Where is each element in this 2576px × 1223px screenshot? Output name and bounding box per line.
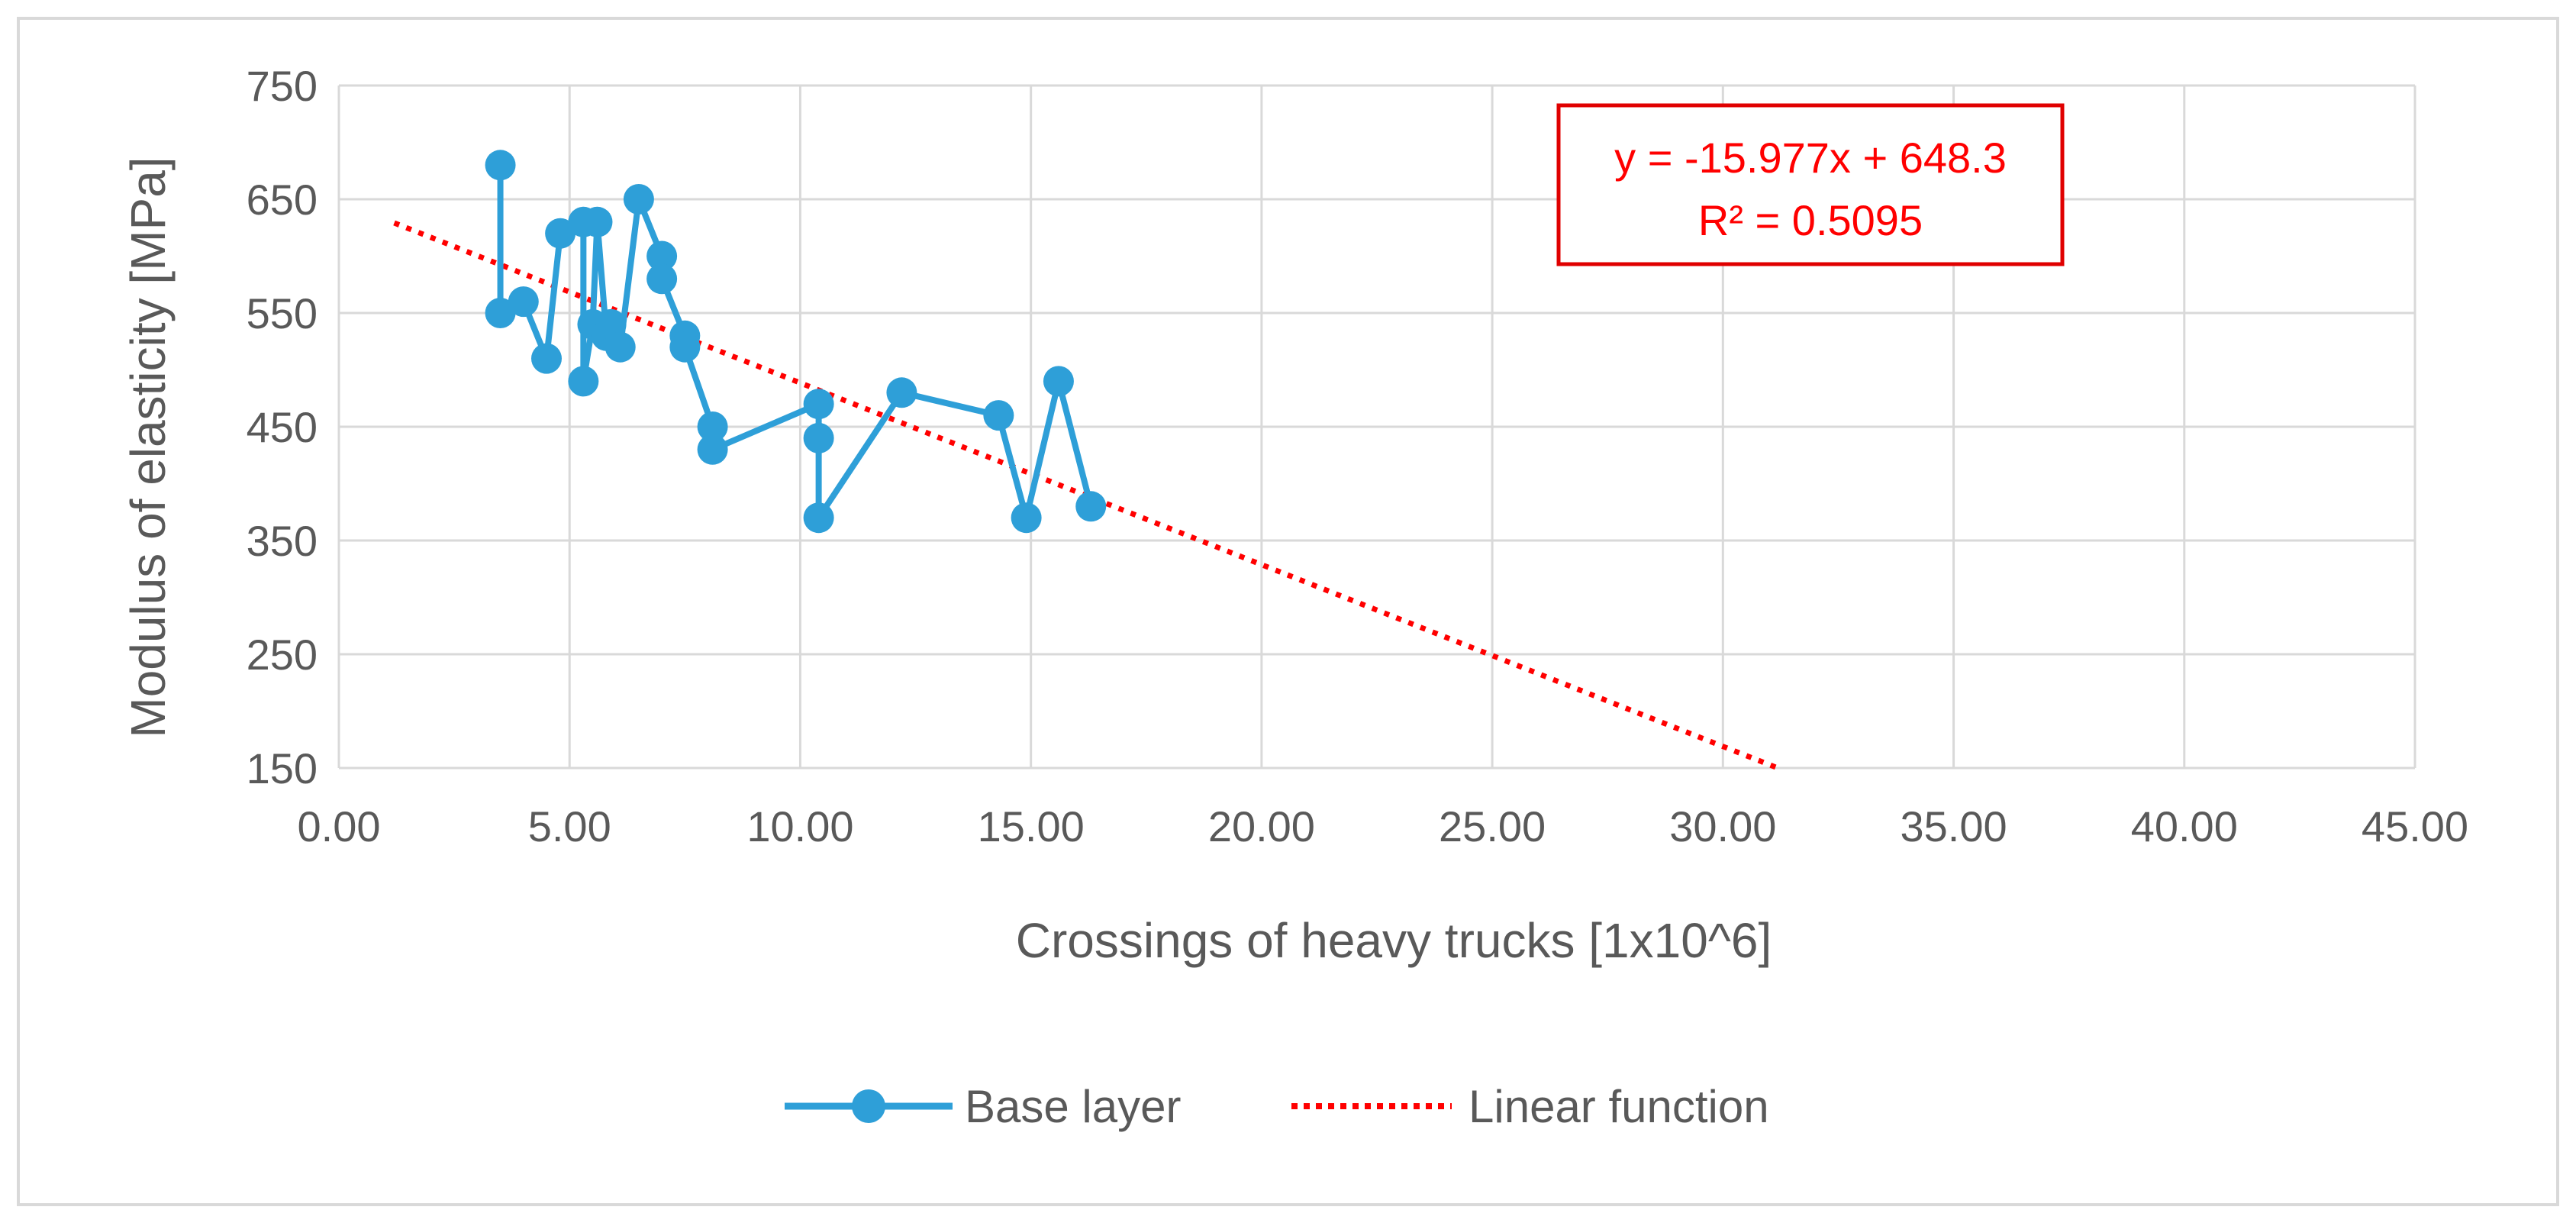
legend-swatch-base-layer-marker xyxy=(852,1089,885,1123)
legend: Base layer Linear function xyxy=(785,1081,1769,1132)
y-tick-label: 450 xyxy=(247,403,318,451)
series-layer xyxy=(485,150,1107,534)
data-point-base-layer xyxy=(803,502,834,534)
data-point-base-layer xyxy=(1011,502,1042,534)
data-point-base-layer xyxy=(582,206,613,237)
data-point-base-layer xyxy=(485,150,516,181)
legend-item-linear-function: Linear function xyxy=(1291,1081,1769,1132)
legend-item-base-layer: Base layer xyxy=(785,1081,1181,1132)
x-tick-label: 25.00 xyxy=(1439,802,1546,850)
data-point-base-layer xyxy=(623,184,654,215)
data-point-base-layer xyxy=(646,263,678,295)
legend-label-base-layer: Base layer xyxy=(965,1081,1181,1132)
x-tick-label: 35.00 xyxy=(1900,802,2007,850)
y-tick-label: 350 xyxy=(247,517,318,565)
data-point-base-layer xyxy=(485,298,516,328)
r-squared-value: R² = 0.5095 xyxy=(1698,196,1923,244)
data-point-base-layer xyxy=(1043,366,1074,397)
equation-box-border xyxy=(1556,103,2065,266)
data-point-base-layer xyxy=(983,400,1014,431)
legend-label-linear-function: Linear function xyxy=(1469,1081,1769,1132)
trendline-equation: y = -15.977x + 648.3 xyxy=(1614,134,2007,182)
chart-svg: 150 250 350 450 550 650 750 0.00 5.00 10.00 15.00… xyxy=(121,62,2469,1132)
y-tick-label: 250 xyxy=(247,631,318,679)
data-point-base-layer xyxy=(531,343,562,374)
chart-frame: 150 250 350 450 550 650 750 0.00 5.00 10.00 15.00… xyxy=(17,17,2559,1206)
x-tick-label: 0.00 xyxy=(298,802,381,850)
y-tick-label: 150 xyxy=(247,744,318,792)
x-tick-label: 40.00 xyxy=(2131,802,2238,850)
x-axis-label: Crossings of heavy trucks [1x10^6] xyxy=(1016,913,1772,968)
equation-box: y = -15.977x + 648.3 R² = 0.5095 xyxy=(1556,103,2065,266)
x-tick-label: 45.00 xyxy=(2362,802,2468,850)
data-point-base-layer xyxy=(1075,491,1107,522)
x-tick-labels: 0.00 5.00 10.00 15.00 20.00 25.00 30.00 35.00 40… xyxy=(298,802,2469,850)
data-point-base-layer xyxy=(697,411,728,442)
gridlines xyxy=(337,84,2416,770)
x-tick-label: 5.00 xyxy=(528,802,611,850)
x-tick-label: 20.00 xyxy=(1208,802,1315,850)
data-point-base-layer xyxy=(803,389,834,420)
y-tick-label: 750 xyxy=(247,62,318,110)
data-point-base-layer xyxy=(568,366,599,397)
x-tick-label: 15.00 xyxy=(978,802,1085,850)
data-point-base-layer xyxy=(697,434,728,465)
data-point-base-layer xyxy=(545,218,576,249)
data-point-base-layer xyxy=(886,377,917,408)
data-point-base-layer xyxy=(508,286,539,318)
x-tick-label: 30.00 xyxy=(1669,802,1776,850)
y-tick-label: 650 xyxy=(247,176,318,224)
data-point-base-layer xyxy=(605,331,636,363)
y-tick-labels: 150 250 350 450 550 650 750 xyxy=(247,62,318,792)
data-point-base-layer xyxy=(669,331,701,363)
y-axis-label: Modulus of elasticity [MPa] xyxy=(121,157,176,737)
data-point-base-layer xyxy=(803,422,834,453)
data-point-base-layer xyxy=(646,240,678,272)
y-tick-label: 550 xyxy=(247,289,318,337)
x-tick-label: 10.00 xyxy=(746,802,853,850)
